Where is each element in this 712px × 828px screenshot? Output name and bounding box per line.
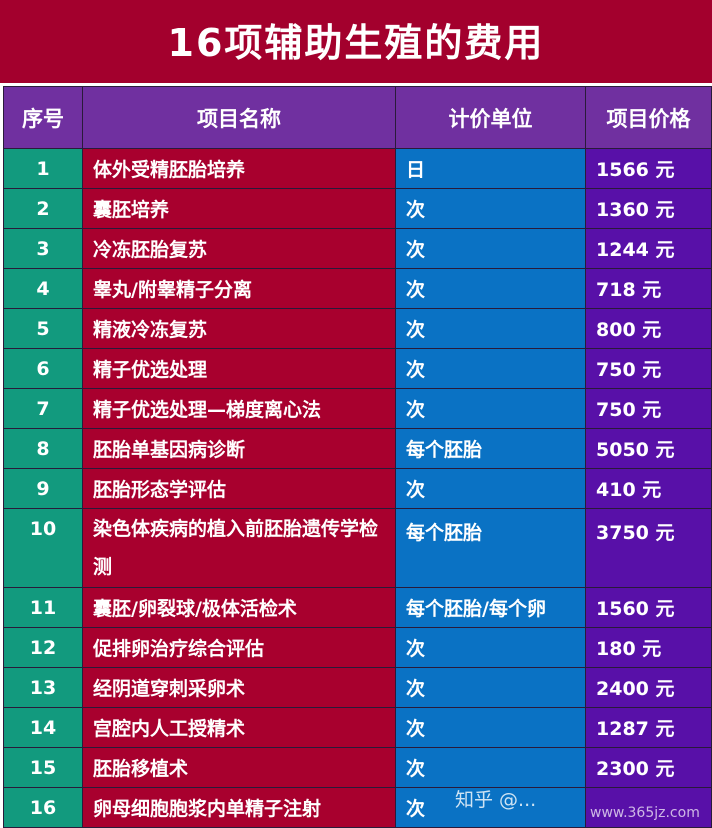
row-index: 10	[3, 508, 83, 588]
row-index: 14	[3, 707, 83, 748]
table-row: 14 宫腔内人工授精术次 1287 元	[3, 707, 712, 748]
table-row: 11 囊胚/卵裂球/极体活检术 每个胚胎/每个卵 1560 元	[3, 587, 712, 628]
pricing-unit: 次	[395, 228, 586, 269]
row-index: 4	[3, 268, 83, 309]
item-price	[585, 787, 712, 828]
pricing-unit: 次	[395, 468, 586, 509]
item-price: 718 元	[585, 268, 712, 309]
item-price: 1287 元	[585, 707, 712, 748]
table-row: 13 经阴道穿刺采卵术次 2400 元	[3, 667, 712, 708]
watermark-site: www.365jz.com	[590, 805, 700, 821]
item-price: 1360 元	[585, 188, 712, 229]
pricing-unit: 次	[395, 348, 586, 389]
header-name: 项目名称	[82, 86, 396, 149]
pricing-unit: 次	[395, 747, 586, 788]
pricing-unit: 每个胚胎	[395, 508, 586, 588]
item-price: 1566 元	[585, 148, 712, 189]
pricing-unit: 次	[395, 188, 586, 229]
row-index: 5	[3, 308, 83, 349]
item-price: 2300 元	[585, 747, 712, 788]
pricing-unit: 次	[395, 707, 586, 748]
table-row: 4 睾丸/附睾精子分离次 718 元	[3, 268, 712, 309]
table-row: 5 精液冷冻复苏次 800 元	[3, 308, 712, 349]
item-price: 180 元	[585, 627, 712, 668]
item-price: 410 元	[585, 468, 712, 509]
item-price: 2400 元	[585, 667, 712, 708]
row-index: 13	[3, 667, 83, 708]
watermark: 知乎 @...	[455, 789, 537, 811]
header-unit: 计价单位	[395, 86, 586, 149]
row-index: 11	[3, 587, 83, 628]
item-price: 800 元	[585, 308, 712, 349]
item-price: 3750 元	[585, 508, 712, 588]
table-row: 3 冷冻胚胎复苏次 1244 元	[3, 228, 712, 269]
table-row: 8 胚胎单基因病诊断 每个胚胎 5050 元	[3, 428, 712, 469]
item-name: 促排卵治疗综合评估	[82, 627, 396, 668]
item-name: 胚胎单基因病诊断	[82, 428, 396, 469]
row-index: 8	[3, 428, 83, 469]
item-price: 1560 元	[585, 587, 712, 628]
row-index: 7	[3, 388, 83, 429]
pricing-unit: 次	[395, 308, 586, 349]
item-name: 睾丸/附睾精子分离	[82, 268, 396, 309]
item-name: 囊胚/卵裂球/极体活检术	[82, 587, 396, 628]
fee-table: 序号 项目名称 计价单位 项目价格 1 体外受精胚胎培养日 1566 元 2 囊胚培养次…	[3, 86, 712, 828]
table-row: 9 胚胎形态学评估次 410 元	[3, 468, 712, 509]
row-index: 12	[3, 627, 83, 668]
item-name: 精液冷冻复苏	[82, 308, 396, 349]
item-name: 精子优选处理	[82, 348, 396, 389]
header-price: 项目价格	[585, 86, 712, 149]
pricing-unit: 次	[395, 667, 586, 708]
item-name: 精子优选处理—梯度离心法	[82, 388, 396, 429]
row-index: 16	[3, 787, 83, 828]
header-index: 序号	[3, 86, 83, 149]
pricing-unit: 日	[395, 148, 586, 189]
pricing-unit: 次	[395, 268, 586, 309]
item-name: 胚胎形态学评估	[82, 468, 396, 509]
table-row: 6 精子优选处理次 750 元	[3, 348, 712, 389]
table-row: 1 体外受精胚胎培养日 1566 元	[3, 148, 712, 189]
page-title: 16项辅助生殖的费用	[0, 0, 712, 86]
table-row: 7 精子优选处理—梯度离心法次 750 元	[3, 388, 712, 429]
item-name: 囊胚培养	[82, 188, 396, 229]
table-row: 15 胚胎移植术次 2300 元	[3, 747, 712, 788]
item-price: 750 元	[585, 388, 712, 429]
item-name: 染色体疾病的植入前胚胎遗传学检测	[82, 508, 396, 588]
row-index: 6	[3, 348, 83, 389]
pricing-unit: 每个胚胎/每个卵	[395, 587, 586, 628]
pricing-unit: 次	[395, 627, 586, 668]
table-header: 序号 项目名称 计价单位 项目价格	[3, 86, 712, 149]
item-price: 1244 元	[585, 228, 712, 269]
item-name: 胚胎移植术	[82, 747, 396, 788]
row-index: 15	[3, 747, 83, 788]
item-price: 750 元	[585, 348, 712, 389]
item-name: 经阴道穿刺采卵术	[82, 667, 396, 708]
item-name: 冷冻胚胎复苏	[82, 228, 396, 269]
table-row: 2 囊胚培养次 1360 元	[3, 188, 712, 229]
row-index: 1	[3, 148, 83, 189]
table-row: 16 卵母细胞胞浆内单精子注射次	[3, 787, 712, 828]
row-index: 2	[3, 188, 83, 229]
row-index: 3	[3, 228, 83, 269]
row-index: 9	[3, 468, 83, 509]
pricing-unit: 次	[395, 388, 586, 429]
pricing-unit: 每个胚胎	[395, 428, 586, 469]
table-row: 12 促排卵治疗综合评估次 180 元	[3, 627, 712, 668]
item-name: 卵母细胞胞浆内单精子注射	[82, 787, 396, 828]
item-name: 宫腔内人工授精术	[82, 707, 396, 748]
item-price: 5050 元	[585, 428, 712, 469]
item-name: 体外受精胚胎培养	[82, 148, 396, 189]
table-row: 10 染色体疾病的植入前胚胎遗传学检测 每个胚胎 3750 元	[3, 508, 712, 588]
